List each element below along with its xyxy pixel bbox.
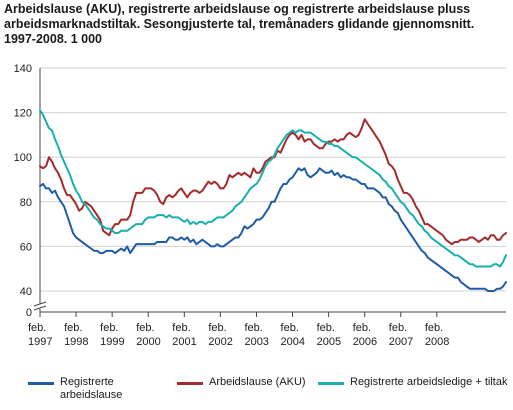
- x-tick-label-month: feb.: [28, 322, 46, 334]
- y-tick-label: 0: [26, 307, 32, 319]
- legend-label: Registrerte arbeidslause: [60, 376, 123, 401]
- x-tick-label-year: 2002: [208, 336, 232, 348]
- x-tick-label-month: feb.: [317, 322, 335, 334]
- legend-swatch: [177, 382, 203, 385]
- x-tick-label-month: feb.: [244, 322, 262, 334]
- legend: Registrerte arbeidslause Arbeidslause (A…: [0, 372, 513, 410]
- legend-item-registrerte-arbeidslause: Registrerte arbeidslause: [28, 376, 160, 402]
- axis-break-gap: [34, 304, 46, 309]
- series-lines: [39, 109, 507, 292]
- axis-break-mark: [33, 305, 47, 311]
- series-line-2: [39, 109, 507, 268]
- x-tick-label-month: feb.: [389, 322, 407, 334]
- x-tick-label-month: feb.: [100, 322, 118, 334]
- x-tick-label-year: 2005: [317, 336, 341, 348]
- x-axis: feb. 1997 feb. 1998 feb. 1999 feb. 2000 feb. 2001…: [28, 311, 506, 348]
- axis-break-mark: [33, 301, 47, 307]
- x-tick-label-year: 2001: [172, 336, 196, 348]
- x-tick-label-year: 1999: [100, 336, 124, 348]
- x-tick-label-year: 2008: [425, 336, 449, 348]
- x-tick-label-month: feb.: [281, 322, 299, 334]
- x-tick-label-year: 2007: [389, 336, 413, 348]
- series-line-1: [39, 118, 507, 246]
- line-chart: 0 40 60 80 100 120 140 feb. 1997 feb. 1998 feb. 199…: [14, 63, 507, 348]
- y-tick-label: 40: [20, 286, 32, 298]
- legend-item-registrerte-arbeidsledige-tiltak: Registrerte arbeidsledige + tiltak: [318, 376, 510, 389]
- x-tick-label-year: 2004: [281, 336, 305, 348]
- x-tick-label-month: feb.: [136, 322, 154, 334]
- y-tick-label: 140: [14, 63, 32, 75]
- series-line-0: [39, 167, 507, 292]
- y-axis: 0 40 60 80 100 120 140: [14, 63, 47, 319]
- chart-title: Arbeidslause (AKU), registrerte arbeidsl…: [4, 2, 475, 46]
- x-tick-label-month: feb.: [64, 322, 82, 334]
- x-tick-label-year: 2003: [244, 336, 268, 348]
- legend-swatch: [318, 382, 344, 385]
- x-tick-label-month: feb.: [425, 322, 443, 334]
- legend-label: Arbeidslause (AKU): [209, 376, 306, 388]
- x-tick-label-month: feb.: [172, 322, 190, 334]
- y-tick-label: 120: [14, 108, 32, 120]
- y-tick-label: 100: [14, 152, 32, 164]
- x-tick-label-year: 2000: [136, 336, 160, 348]
- legend-item-arbeidslause-aku: Arbeidslause (AKU): [177, 376, 339, 389]
- x-tick-label-month: feb.: [208, 322, 226, 334]
- y-tick-label: 80: [20, 197, 32, 209]
- x-tick-label-year: 2006: [353, 336, 377, 348]
- x-tick-label-year: 1997: [28, 336, 52, 348]
- y-tick-label: 60: [20, 241, 32, 253]
- x-tick-label-month: feb.: [353, 322, 371, 334]
- legend-label: Registrerte arbeidsledige + tiltak: [350, 376, 508, 388]
- legend-swatch: [28, 382, 54, 385]
- x-tick-label-year: 1998: [64, 336, 88, 348]
- gridlines: [40, 67, 506, 292]
